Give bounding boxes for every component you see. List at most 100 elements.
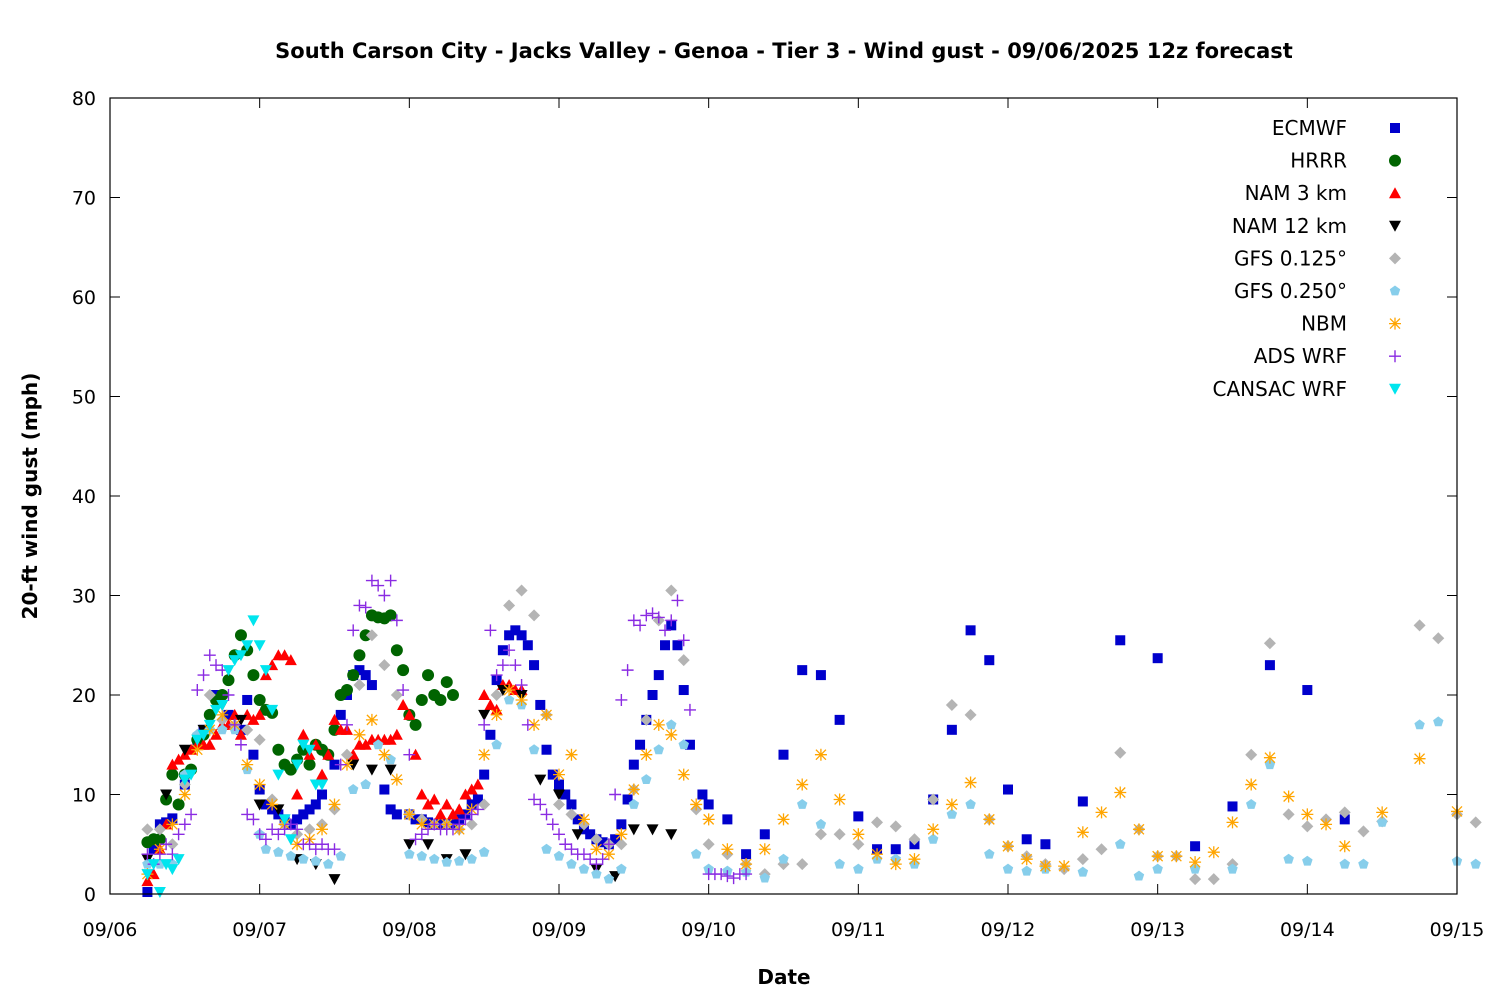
data-point-nam-3-km	[291, 788, 304, 800]
data-point-gfs-0-125	[553, 798, 565, 811]
data-point-nam-12-km	[403, 839, 416, 851]
legend-marker-gfs-0-250	[1389, 285, 1401, 296]
series-nbm	[141, 684, 1463, 881]
data-point-nbm	[740, 858, 753, 871]
legend-item-nam-3-km: NAM 3 km	[1245, 181, 1401, 205]
data-point-ads-wrf	[247, 813, 260, 826]
data-point-ads-wrf	[509, 659, 522, 672]
data-point-cansac-wrf	[216, 699, 229, 711]
data-point-ecmwf	[304, 804, 315, 815]
data-point-gfs-0-125	[908, 833, 921, 846]
data-point-hrrr	[234, 629, 247, 642]
data-point-nam-12-km	[365, 764, 378, 776]
data-point-gfs-0-250	[1376, 816, 1388, 827]
data-point-gfs-0-125	[253, 733, 266, 746]
data-point-ads-wrf	[291, 823, 304, 836]
data-point-nbm	[908, 853, 921, 866]
data-point-nam-3-km	[247, 713, 260, 725]
data-point-ads-wrf	[559, 838, 572, 851]
data-point-nbm	[166, 818, 179, 831]
data-point-ads-wrf	[577, 848, 590, 861]
data-point-ecmwf	[1264, 660, 1275, 671]
data-point-cansac-wrf	[272, 769, 285, 781]
data-point-ecmwf	[391, 809, 402, 820]
legend-marker-nbm	[1389, 317, 1401, 330]
data-point-cansac-wrf	[147, 859, 160, 871]
data-point-ads-wrf	[503, 644, 516, 657]
data-point-gfs-0-250	[416, 850, 427, 861]
y-tick-label: 60	[72, 287, 96, 309]
data-point-gfs-0-125	[814, 828, 827, 841]
data-point-nbm	[291, 838, 304, 851]
data-point-gfs-0-250	[927, 833, 939, 844]
data-point-nbm	[983, 813, 996, 826]
data-point-ads-wrf	[284, 818, 297, 831]
data-point-gfs-0-250	[1002, 863, 1014, 874]
data-point-ecmwf	[248, 749, 259, 760]
data-point-ads-wrf	[340, 718, 353, 731]
y-tick-label: 70	[72, 188, 96, 210]
data-point-ecmwf	[560, 789, 571, 800]
legend-marker-ads-wrf	[1389, 350, 1401, 363]
data-point-gfs-0-250	[217, 724, 228, 735]
data-point-ecmwf	[635, 739, 646, 750]
data-point-ads-wrf	[553, 828, 565, 841]
data-point-ecmwf	[223, 709, 234, 720]
data-point-cansac-wrf	[197, 729, 210, 741]
data-point-ads-wrf	[234, 738, 247, 751]
data-point-ecmwf	[366, 680, 377, 691]
data-point-nbm	[1282, 790, 1295, 803]
data-point-gfs-0-250	[429, 853, 440, 864]
data-point-gfs-0-125	[1357, 825, 1370, 838]
data-point-ecmwf	[610, 834, 621, 845]
data-point-ecmwf	[572, 814, 583, 825]
data-point-nam-3-km	[390, 728, 403, 740]
data-point-nam-12-km	[234, 714, 247, 726]
data-point-gfs-0-250	[1021, 865, 1032, 876]
data-point-nbm	[652, 718, 665, 731]
data-point-gfs-0-125	[677, 654, 690, 667]
data-point-ecmwf	[354, 665, 365, 676]
data-point-ecmwf	[329, 759, 340, 770]
legend-item-gfs-0-250: GFS 0.250°	[1234, 279, 1401, 303]
data-point-gfs-0-125	[1076, 853, 1089, 866]
data-point-nam-12-km	[160, 789, 173, 801]
data-point-gfs-0-125	[340, 748, 353, 761]
data-point-gfs-0-125	[166, 838, 179, 851]
x-tick-label: 09/11	[831, 919, 886, 941]
data-point-nam-3-km	[409, 748, 422, 760]
data-point-gfs-0-250	[441, 856, 452, 867]
data-point-nbm	[640, 748, 653, 761]
chart-title: South Carson City - Jacks Valley - Genoa…	[275, 39, 1293, 63]
data-point-gfs-0-125	[665, 584, 678, 597]
data-point-gfs-0-250	[853, 863, 864, 874]
data-point-hrrr	[422, 669, 435, 682]
data-point-ads-wrf	[390, 614, 403, 627]
data-point-ads-wrf	[203, 649, 216, 662]
data-point-ads-wrf	[453, 818, 466, 831]
data-point-gfs-0-125	[390, 689, 403, 701]
data-point-ads-wrf	[740, 868, 753, 881]
data-point-hrrr	[340, 684, 353, 697]
legend-label: GFS 0.250°	[1234, 279, 1347, 303]
y-tick-label: 50	[72, 387, 96, 409]
data-point-gfs-0-125	[1301, 820, 1314, 833]
data-point-ads-wrf	[353, 599, 366, 612]
data-point-gfs-0-125	[945, 698, 958, 711]
data-point-nbm	[1245, 778, 1258, 791]
legend-item-gfs-0-125: GFS 0.125°	[1234, 246, 1401, 270]
data-point-gfs-0-250	[528, 744, 540, 755]
data-point-cansac-wrf	[234, 650, 247, 662]
data-point-hrrr	[397, 664, 410, 677]
data-point-ads-wrf	[534, 798, 547, 811]
data-point-gfs-0-250	[1302, 855, 1313, 866]
data-point-nbm	[677, 768, 690, 781]
data-point-ecmwf	[310, 799, 321, 810]
data-point-ads-wrf	[627, 614, 640, 627]
data-point-hrrr	[153, 833, 166, 846]
x-tick-label: 09/12	[981, 919, 1036, 941]
data-point-nbm	[365, 713, 378, 726]
data-point-hrrr	[359, 629, 372, 642]
